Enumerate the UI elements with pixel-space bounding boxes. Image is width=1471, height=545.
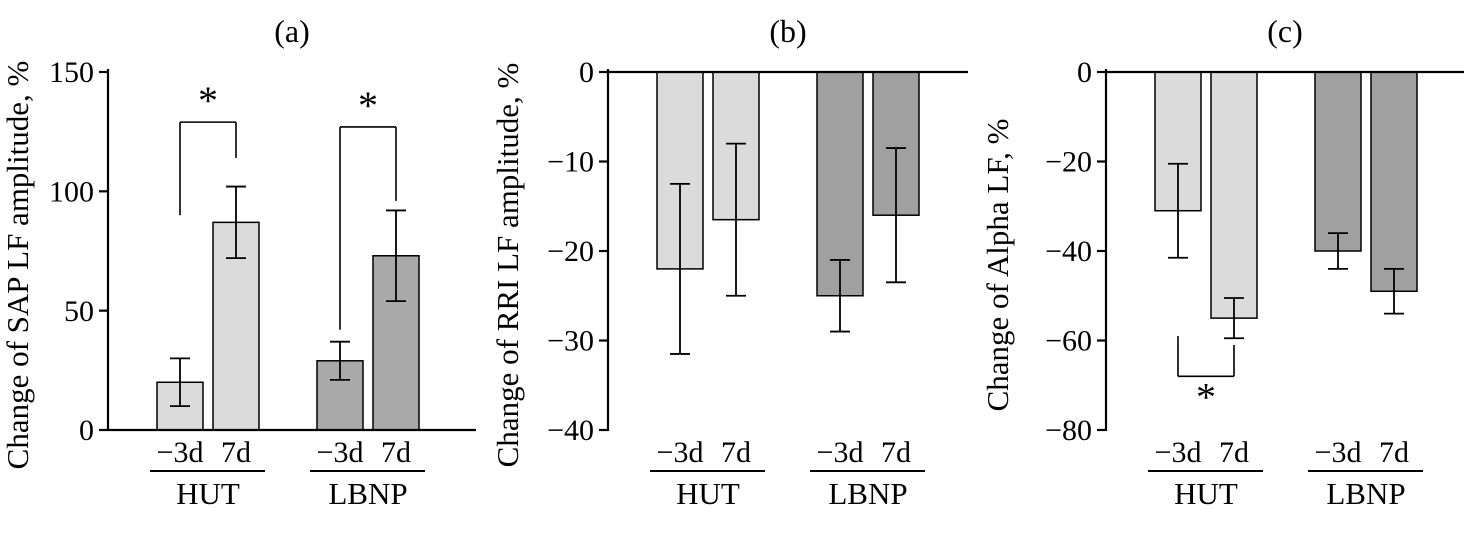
x-tick-label: 7d [1219, 436, 1249, 469]
group-label: HUT [176, 476, 240, 511]
bar-HUT-7d [1210, 71, 1258, 319]
significance-star: * [1196, 374, 1216, 419]
x-tick-label: 7d [221, 436, 251, 469]
y-axis-title: Change of Alpha LF, % [980, 119, 1015, 412]
group-label: LBNP [828, 476, 907, 511]
x-tick-label: −3d [1315, 436, 1362, 469]
x-tick-label: 7d [1379, 436, 1409, 469]
y-tick-label: −40 [547, 414, 594, 447]
y-tick-label: −30 [547, 325, 594, 358]
x-tick-label: −3d [157, 436, 204, 469]
y-tick-label: −10 [547, 146, 594, 179]
x-tick-label: −3d [817, 436, 864, 469]
group-label: HUT [1174, 476, 1238, 511]
bar-LBNP-−3d [816, 71, 864, 297]
x-tick-label: 7d [721, 436, 751, 469]
y-tick-label: −40 [1045, 235, 1092, 268]
y-tick-label: 0 [79, 414, 94, 447]
group-label: HUT [676, 476, 740, 511]
y-tick-label: 150 [49, 56, 94, 89]
bar-LBNP-−3d [1314, 71, 1362, 252]
x-tick-label: −3d [317, 436, 364, 469]
y-tick-label: 0 [1077, 56, 1092, 89]
panel-label: (a) [274, 13, 310, 49]
y-tick-label: −60 [1045, 325, 1092, 358]
panel-c-chart: −3d 7d HUT −3d 7d LBNP 0 −20 −40 −60 −80 * (c) Change… [980, 13, 1464, 511]
y-tick-label: −20 [547, 235, 594, 268]
y-tick-label: 100 [49, 176, 94, 209]
panel-label: (b) [769, 13, 806, 49]
y-tick-label: −80 [1045, 414, 1092, 447]
x-tick-label: 7d [381, 436, 411, 469]
y-axis-title: Change of SAP LF amplitude, % [0, 61, 35, 470]
y-tick-label: 0 [579, 56, 594, 89]
panel-a-chart: −3d 7d HUT −3d 7d LBNP 150 100 50 0 * * (a) Change of… [0, 13, 476, 511]
significance-star: * [358, 83, 378, 128]
y-axis-title: Change of RRI LF amplitude, % [490, 63, 525, 468]
y-tick-label: −20 [1045, 146, 1092, 179]
panel-b-chart: −3d 7d HUT −3d 7d LBNP 0 −10 −20 −30 −40 (b) Change … [490, 13, 968, 511]
x-tick-label: −3d [1155, 436, 1202, 469]
x-tick-label: −3d [657, 436, 704, 469]
y-tick-label: 50 [64, 295, 94, 328]
group-label: LBNP [328, 476, 407, 511]
x-tick-label: 7d [881, 436, 911, 469]
significance-star: * [198, 78, 218, 123]
group-label: LBNP [1326, 476, 1405, 511]
panel-label: (c) [1267, 13, 1303, 49]
bar-LBNP-7d [1370, 71, 1418, 293]
